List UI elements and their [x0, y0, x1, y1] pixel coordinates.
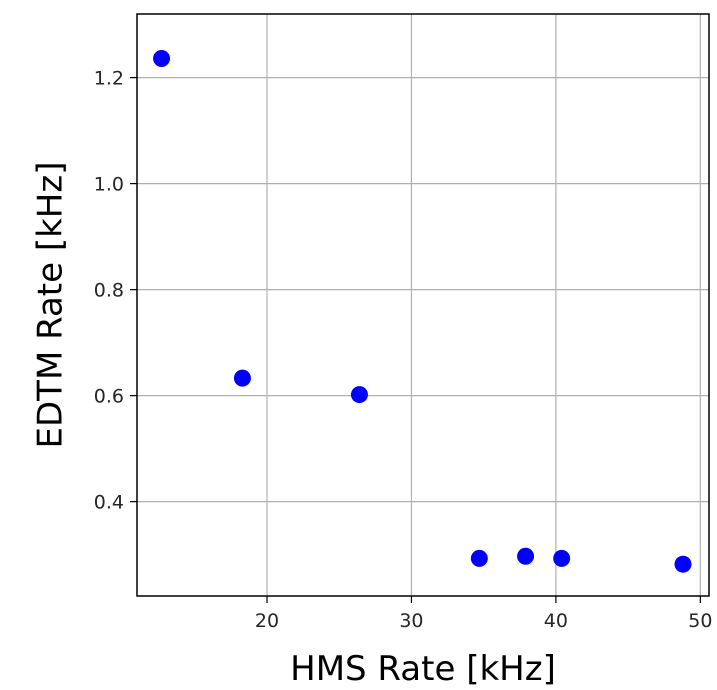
- y-tick-label: 0.8: [94, 280, 124, 302]
- y-axis-title: EDTM Rate [kHz]: [31, 162, 71, 449]
- grid: [137, 14, 709, 596]
- data-point: [517, 547, 535, 565]
- y-tick-label: 0.6: [94, 386, 124, 408]
- data-point: [553, 549, 571, 567]
- data-point: [470, 549, 488, 567]
- y-tick-label: 1.2: [94, 68, 124, 90]
- y-tick-label: 0.4: [94, 492, 124, 514]
- x-tick-label: 40: [544, 610, 568, 632]
- plot-frame: [136, 13, 710, 597]
- data-point: [233, 369, 251, 387]
- x-axis-title: HMS Rate [kHz]: [290, 649, 556, 689]
- y-tick-label: 1.0: [94, 174, 124, 196]
- data-point: [674, 555, 692, 573]
- data-points: [153, 50, 692, 573]
- x-tick-label: 30: [399, 610, 423, 632]
- x-tick-label: 50: [688, 610, 712, 632]
- ticks: 20 30 40 50 0.4 0.6 0.8 1.0 1.2: [94, 68, 713, 632]
- x-tick-label: 20: [255, 610, 279, 632]
- data-point: [153, 50, 171, 68]
- data-point: [350, 386, 368, 404]
